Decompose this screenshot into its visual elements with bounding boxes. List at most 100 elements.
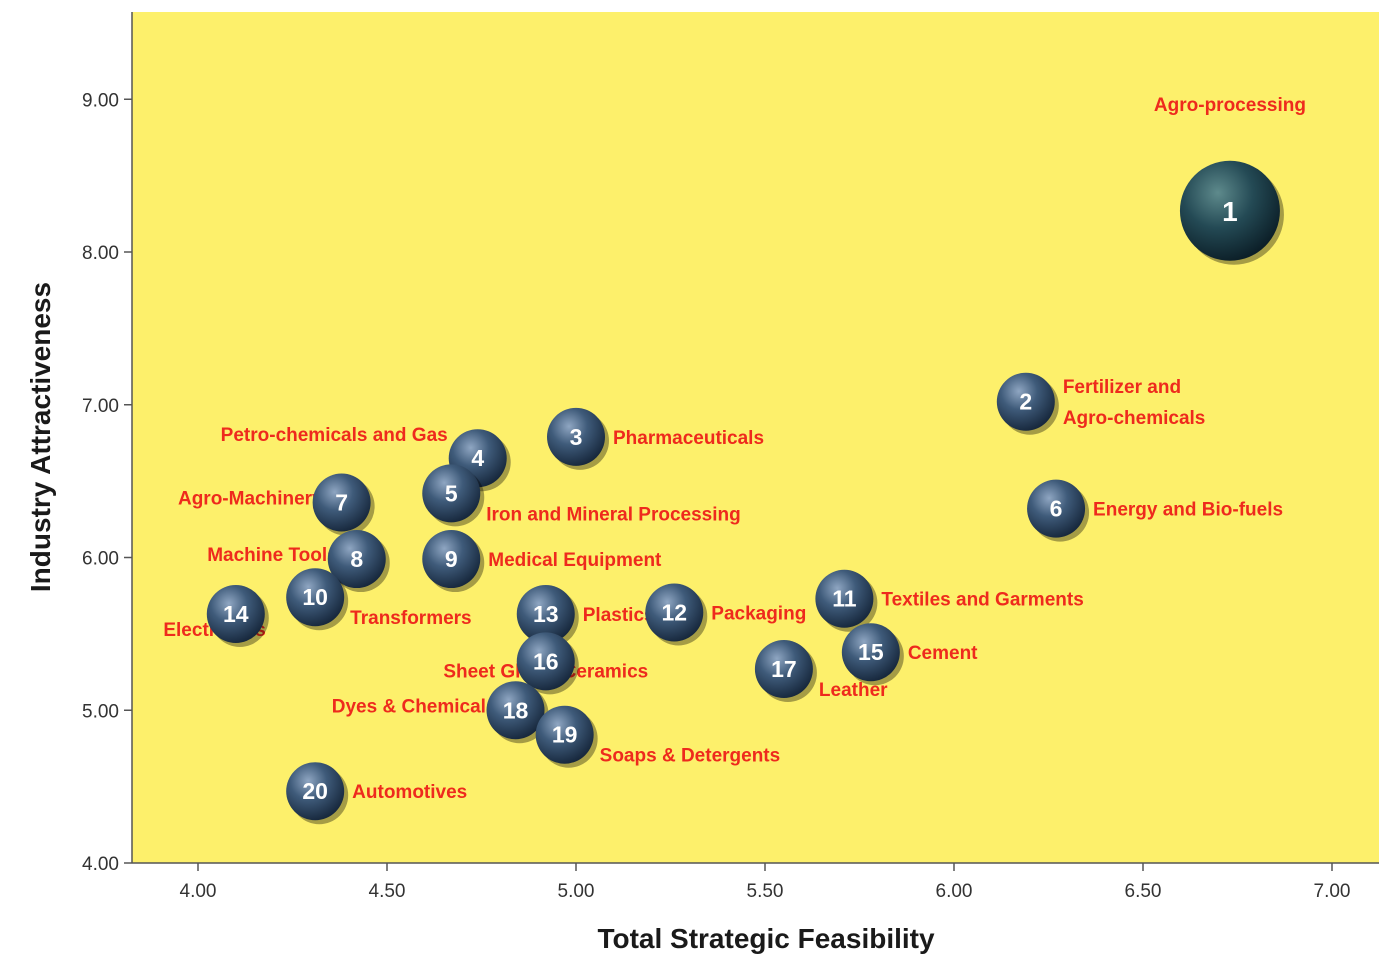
point-label-line: Cement bbox=[908, 643, 978, 664]
bubble-number: 12 bbox=[661, 599, 687, 625]
bubble-mark bbox=[815, 569, 874, 628]
bubble-mark bbox=[1027, 479, 1086, 538]
bubble-point-15: 15 bbox=[841, 623, 904, 686]
point-label: Fertilizer and Agro-chemicals bbox=[1063, 377, 1206, 429]
x-tick-label: 5.00 bbox=[558, 881, 595, 902]
y-tick-label: 6.00 bbox=[82, 549, 119, 570]
bubble-point-6: 6 bbox=[1027, 479, 1090, 542]
point-label: Transformers bbox=[350, 608, 471, 629]
bubble-mark bbox=[516, 585, 575, 644]
bubble-number: 14 bbox=[223, 601, 249, 627]
point-label-line: Agro-Machinery bbox=[178, 489, 323, 510]
bubble-mark bbox=[286, 568, 345, 627]
bubble-number: 17 bbox=[771, 656, 797, 682]
bubble-mark bbox=[286, 762, 345, 821]
point-label-line: Machine Tools bbox=[207, 545, 338, 566]
bubble-point-16: 16 bbox=[516, 632, 579, 695]
point-label-line: Petro-chemicals and Gas bbox=[221, 425, 448, 446]
bubble-point-19: 19 bbox=[535, 705, 598, 768]
point-label: Leather bbox=[819, 680, 888, 701]
bubble-mark bbox=[996, 372, 1055, 431]
point-label-line: Soaps & Detergents bbox=[600, 746, 781, 767]
point-label-line: Dyes & Chemicals bbox=[332, 696, 497, 717]
y-tick-label: 5.00 bbox=[82, 701, 119, 722]
point-label-line: Medical Equipment bbox=[488, 550, 662, 571]
y-tick-label: 8.00 bbox=[82, 243, 119, 264]
bubble-point-20: 20 bbox=[286, 762, 349, 825]
point-label-line: Iron and Mineral Processing bbox=[486, 504, 740, 525]
point-label: Cement bbox=[908, 643, 978, 664]
bubble-number: 16 bbox=[533, 648, 559, 674]
point-label: Machine Tools bbox=[207, 545, 338, 566]
x-tick-label: 4.50 bbox=[369, 881, 406, 902]
bubble-number: 5 bbox=[445, 480, 458, 506]
bubble-number: 2 bbox=[1019, 389, 1032, 415]
bubble-number: 9 bbox=[445, 546, 458, 572]
x-tick-label: 4.00 bbox=[180, 881, 217, 902]
point-label: Textiles and Garments bbox=[881, 590, 1083, 611]
bubble-mark bbox=[535, 705, 594, 764]
point-label: Iron and Mineral Processing bbox=[486, 504, 740, 525]
point-label: Agro-processing bbox=[1154, 95, 1306, 116]
point-label-line: Packaging bbox=[711, 603, 806, 624]
bubble-mark bbox=[422, 530, 481, 589]
bubble-point-17: 17 bbox=[754, 640, 817, 703]
bubble-point-5: 5 bbox=[422, 464, 485, 527]
bubble-point-8: 8 bbox=[327, 530, 390, 593]
bubble-number: 18 bbox=[503, 697, 529, 723]
x-axis-ticks: 4.00 4.50 5.00 5.50 6.00 6.50 7.00 bbox=[180, 863, 1351, 902]
bubble-mark bbox=[516, 632, 575, 691]
point-label-line: Automotives bbox=[352, 782, 467, 803]
point-label: Soaps & Detergents bbox=[600, 746, 781, 767]
x-tick-label: 6.00 bbox=[936, 881, 973, 902]
bubble-mark bbox=[486, 681, 545, 740]
bubble-mark bbox=[547, 407, 605, 466]
point-label: Packaging bbox=[711, 603, 806, 624]
point-label: Pharmaceuticals bbox=[613, 428, 764, 449]
bubble-point-13: 13 bbox=[516, 585, 579, 648]
point-label-line: Agro-chemicals bbox=[1063, 408, 1206, 429]
point-label: Petro-chemicals and Gas bbox=[221, 425, 448, 446]
bubble-point-1: 1 bbox=[1179, 160, 1284, 265]
point-label-line: Transformers bbox=[350, 608, 471, 629]
point-label-line: Fertilizer and bbox=[1063, 377, 1181, 398]
point-label: Dyes & Chemicals bbox=[332, 696, 497, 717]
point-label-line: Textiles and Garments bbox=[881, 590, 1083, 611]
bubble-number: 19 bbox=[552, 722, 578, 748]
bubble-number: 10 bbox=[302, 584, 328, 610]
bubble-point-18: 18 bbox=[486, 681, 549, 744]
plot-area bbox=[132, 12, 1379, 863]
bubble-mark bbox=[841, 623, 900, 682]
point-label: Automotives bbox=[352, 782, 467, 803]
y-axis-title: Industry Attractiveness bbox=[25, 282, 56, 592]
bubble-number: 6 bbox=[1050, 496, 1063, 522]
y-axis-ticks: 4.00 5.00 6.00 7.00 8.00 9.00 bbox=[82, 90, 132, 875]
bubble-number: 4 bbox=[471, 445, 484, 471]
bubble-mark bbox=[1179, 160, 1280, 261]
bubble-number: 8 bbox=[350, 546, 363, 572]
bubble-number: 1 bbox=[1222, 196, 1238, 227]
bubble-mark bbox=[327, 530, 386, 589]
point-label: Energy and Bio-fuels bbox=[1093, 500, 1283, 521]
x-tick-label: 6.50 bbox=[1125, 881, 1162, 902]
bubble-number: 11 bbox=[832, 586, 857, 612]
x-tick-label: 7.00 bbox=[1314, 881, 1351, 902]
bubble-mark bbox=[645, 583, 704, 642]
point-label: Plastics bbox=[583, 605, 655, 626]
bubble-number: 13 bbox=[533, 601, 559, 627]
bubble-point-14: 14 bbox=[206, 585, 269, 648]
bubble-mark bbox=[206, 585, 265, 644]
bubble-number: 15 bbox=[858, 639, 884, 665]
bubble-point-7: 7 bbox=[312, 473, 375, 536]
point-label: Medical Equipment bbox=[488, 550, 662, 571]
bubble-point-2: 2 bbox=[996, 372, 1059, 435]
y-tick-label: 4.00 bbox=[82, 854, 119, 875]
point-label-line: Leather bbox=[819, 680, 888, 701]
bubble-mark bbox=[754, 640, 813, 699]
point-label-line: Agro-processing bbox=[1154, 95, 1306, 116]
x-tick-label: 5.50 bbox=[747, 881, 784, 902]
bubble-number: 20 bbox=[302, 778, 328, 804]
bubble-point-3: 3 bbox=[547, 407, 609, 470]
